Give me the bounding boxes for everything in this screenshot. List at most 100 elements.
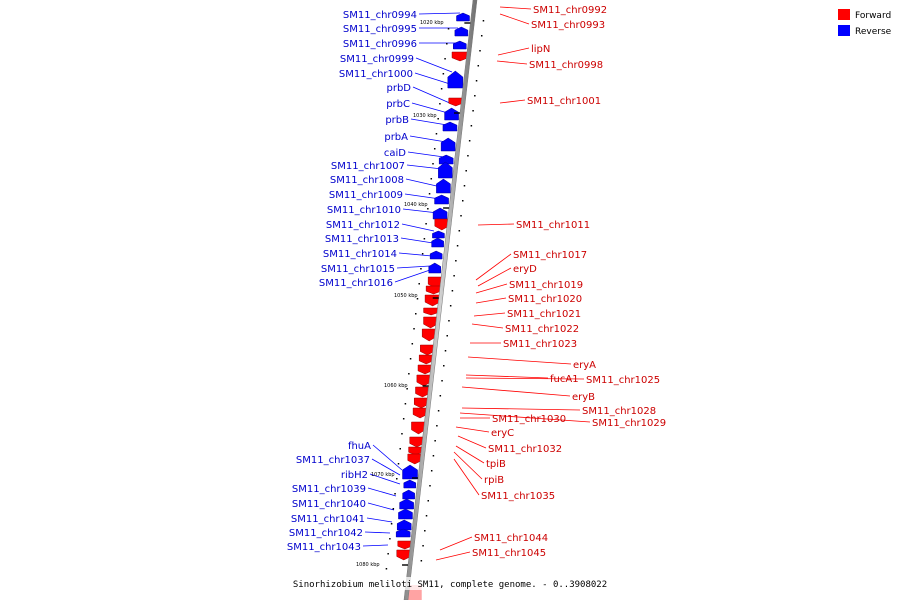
gene-label-sm11-chr1025[interactable]: SM11_chr1025	[586, 375, 660, 386]
gene-label-sm11-chr1020[interactable]: SM11_chr1020	[508, 294, 582, 305]
gene-feature-sm11-chr0999[interactable]	[447, 70, 464, 89]
gene-feature-sm11-chr1021[interactable]	[423, 307, 439, 316]
gene-feature-sm11-chr1015[interactable]	[428, 262, 442, 274]
gene-feature-lipn[interactable]	[451, 51, 469, 62]
gene-label-sm11-chr0994[interactable]: SM11_chr0994	[343, 10, 417, 21]
gene-feature-sm11-chr1007[interactable]	[438, 161, 453, 179]
gene-feature-sm11-chr1039[interactable]	[402, 489, 415, 500]
gene-label-sm11-chr1023[interactable]: SM11_chr1023	[503, 339, 577, 350]
gene-label-sm11-chr1041[interactable]: SM11_chr1041	[291, 514, 365, 525]
gene-label-sm11-chr1017[interactable]: SM11_chr1017	[513, 250, 587, 261]
gene-label-sm11-chr1021[interactable]: SM11_chr1021	[507, 309, 581, 320]
minor-tick-left	[427, 208, 429, 210]
genome-caption: Sinorhizobium meliloti SM11, complete ge…	[293, 580, 607, 590]
gene-feature-sm11-chr1010[interactable]	[432, 207, 448, 220]
gene-feature-fhua[interactable]	[402, 464, 418, 480]
gene-label-sm11-chr1037[interactable]: SM11_chr1037	[296, 455, 370, 466]
minor-tick-left	[437, 118, 439, 120]
gene-label-sm11-chr1044[interactable]: SM11_chr1044	[474, 533, 548, 544]
gene-label-sm11-chr1016[interactable]: SM11_chr1016	[319, 278, 393, 289]
gene-label-sm11-chr1045[interactable]: SM11_chr1045	[472, 548, 546, 559]
gene-label-sm11-chr1000[interactable]: SM11_chr1000	[339, 69, 413, 80]
gene-feature-ribh2[interactable]	[403, 479, 417, 489]
gene-feature-sm11-chr1043[interactable]	[395, 528, 411, 538]
minor-tick-right	[422, 545, 424, 547]
gene-feature-sm11-chr1012[interactable]	[432, 230, 445, 239]
gene-label-caid[interactable]: caiD	[384, 148, 406, 159]
gene-feature-sm11-chr0996[interactable]	[453, 40, 467, 50]
gene-connector-sm11-chr0993	[499, 13, 530, 25]
gene-label-sm11-chr1043[interactable]: SM11_chr1043	[287, 542, 361, 553]
gene-label-prbc[interactable]: prbC	[386, 99, 410, 110]
gene-label-sm11-chr0995[interactable]: SM11_chr0995	[343, 24, 417, 35]
minor-tick-right	[437, 410, 440, 412]
gene-feature-sm11-chr1009[interactable]	[434, 194, 449, 205]
gene-label-sm11-chr1015[interactable]: SM11_chr1015	[321, 264, 395, 275]
minor-tick-right	[441, 380, 443, 382]
gene-label-sm11-chr1009[interactable]: SM11_chr1009	[329, 190, 403, 201]
minor-tick-left	[385, 568, 388, 570]
gene-feature-sm11-chr1044[interactable]	[397, 540, 413, 550]
gene-feature-caid[interactable]	[438, 154, 454, 165]
gene-label-prbd[interactable]: prbD	[386, 83, 411, 94]
gene-connector-sm11-chr0994	[418, 12, 461, 15]
minor-tick-right	[474, 95, 476, 97]
gene-label-fhua[interactable]: fhuA	[348, 441, 371, 452]
gene-label-rpib[interactable]: rpiB	[484, 475, 504, 486]
gene-label-tpib[interactable]: tpiB	[486, 459, 506, 470]
gene-label-erya[interactable]: eryA	[573, 360, 596, 371]
gene-label-sm11-chr1030[interactable]: SM11_chr1030	[492, 414, 566, 425]
gene-label-sm11-chr0999[interactable]: SM11_chr0999	[340, 54, 414, 65]
gene-label-ribh2[interactable]: ribH2	[341, 470, 368, 481]
gene-feature-sm11-chr1013[interactable]	[431, 237, 444, 248]
gene-feature-prbc[interactable]	[444, 107, 459, 121]
gene-label-sm11-chr1019[interactable]: SM11_chr1019	[509, 280, 583, 291]
gene-feature-prbb[interactable]	[442, 121, 458, 132]
gene-label-sm11-chr1008[interactable]: SM11_chr1008	[330, 175, 404, 186]
gene-feature-sm11-chr0994[interactable]	[456, 12, 470, 22]
gene-feature-sm11-chr1041[interactable]	[398, 508, 413, 520]
minor-tick-left	[447, 28, 450, 30]
gene-label-sm11-chr1039[interactable]: SM11_chr1039	[292, 484, 366, 495]
gene-label-eryc[interactable]: eryC	[491, 428, 514, 439]
gene-label-sm11-chr1013[interactable]: SM11_chr1013	[325, 234, 399, 245]
gene-label-sm11-chr1012[interactable]: SM11_chr1012	[326, 220, 400, 231]
minor-tick-left	[411, 343, 414, 345]
gene-feature-sm11-chr0995[interactable]	[454, 26, 469, 37]
scale-tick-label: 1080 kbp	[356, 562, 380, 568]
gene-feature-sm11-chr1014[interactable]	[429, 250, 443, 260]
gene-feature-sm11-chr1001[interactable]	[448, 97, 463, 107]
gene-label-lipn[interactable]: lipN	[531, 44, 550, 55]
gene-label-fuca1[interactable]: fucA1	[550, 374, 579, 385]
gene-label-sm11-chr0996[interactable]: SM11_chr0996	[343, 39, 417, 50]
gene-label-sm11-chr1040[interactable]: SM11_chr1040	[292, 499, 366, 510]
gene-label-prbb[interactable]: prbB	[385, 115, 409, 126]
gene-label-sm11-chr1035[interactable]: SM11_chr1035	[481, 491, 555, 502]
gene-label-sm11-chr0993[interactable]: SM11_chr0993	[531, 20, 605, 31]
gene-label-sm11-chr1014[interactable]: SM11_chr1014	[323, 249, 397, 260]
gene-feature-prba[interactable]	[440, 137, 456, 152]
gene-connector-lipn	[497, 47, 530, 56]
gene-label-sm11-chr1011[interactable]: SM11_chr1011	[516, 220, 590, 231]
gene-label-sm11-chr1032[interactable]: SM11_chr1032	[488, 444, 562, 455]
minor-tick-right	[463, 185, 466, 187]
gene-label-sm11-chr1042[interactable]: SM11_chr1042	[289, 528, 363, 539]
gene-feature-sm11-chr1019[interactable]	[425, 285, 442, 295]
gene-label-eryd[interactable]: eryD	[513, 264, 537, 275]
gene-feature-sm11-chr1040[interactable]	[399, 498, 414, 510]
minor-tick-right	[468, 140, 471, 142]
gene-label-sm11-chr1029[interactable]: SM11_chr1029	[592, 418, 666, 429]
gene-label-sm11-chr1007[interactable]: SM11_chr1007	[331, 161, 405, 172]
gene-label-sm11-chr0992[interactable]: SM11_chr0992	[533, 5, 607, 16]
gene-label-eryb[interactable]: eryB	[572, 392, 595, 403]
gene-feature-sm11-chr1042[interactable]	[396, 519, 412, 531]
gene-label-sm11-chr0998[interactable]: SM11_chr0998	[529, 60, 603, 71]
gene-labels: SM11_chr0992 SM11_chr0993 SM11_chr0994 SM11…	[287, 5, 666, 559]
gene-label-sm11-chr1010[interactable]: SM11_chr1010	[327, 205, 401, 216]
gene-label-sm11-chr1001[interactable]: SM11_chr1001	[527, 96, 601, 107]
gene-label-sm11-chr1022[interactable]: SM11_chr1022	[505, 324, 579, 335]
gene-feature-sm11-chr1008[interactable]	[436, 178, 451, 194]
gene-label-prba[interactable]: prbA	[384, 132, 408, 143]
gene-connector-sm11-chr1042	[364, 531, 391, 534]
gene-label-sm11-chr1028[interactable]: SM11_chr1028	[582, 406, 656, 417]
